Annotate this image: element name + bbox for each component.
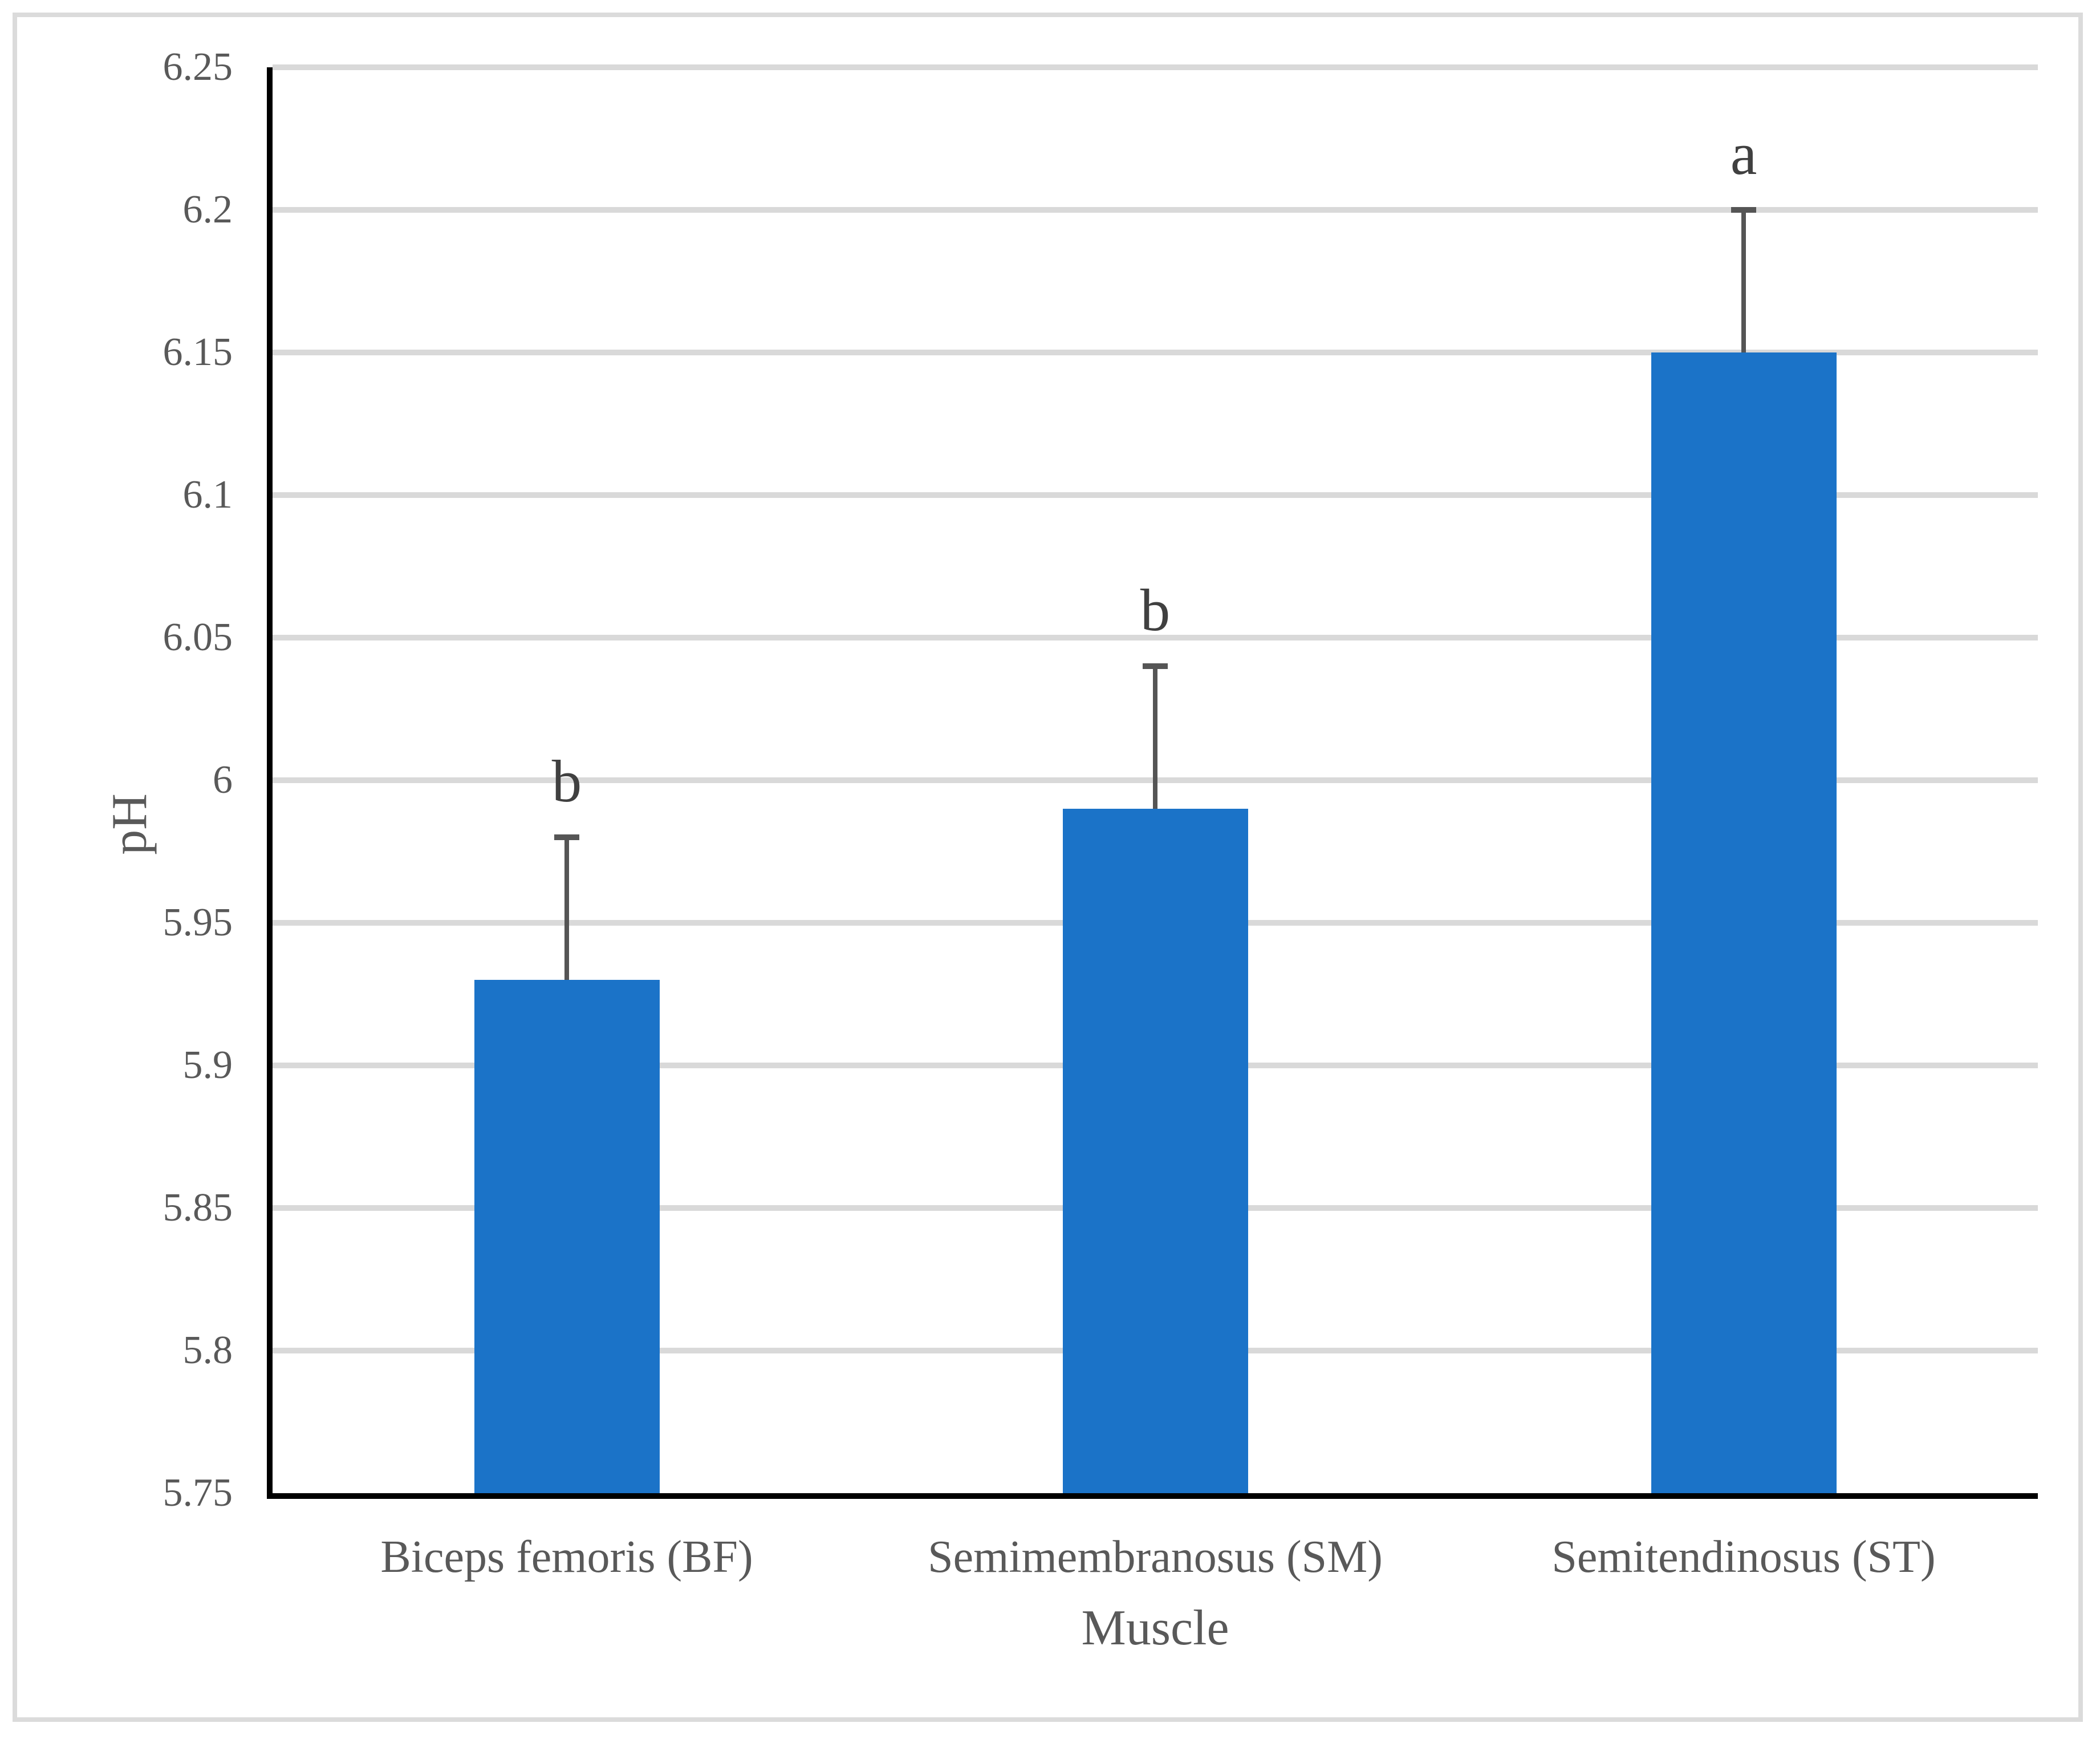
y-tick-label: 6	[213, 758, 233, 802]
bar-3	[1651, 352, 1837, 1493]
x-category-label: Semitendinosus (ST)	[1551, 1532, 1936, 1582]
y-tick-label: 5.75	[163, 1471, 233, 1515]
x-category-label: Semimembranosus (SM)	[928, 1532, 1383, 1582]
y-tick-label: 6.2	[182, 188, 233, 232]
error-bar-cap	[1143, 663, 1168, 669]
gridline	[273, 492, 2038, 498]
gridline	[273, 635, 2038, 641]
gridline	[273, 207, 2038, 213]
x-axis-line	[267, 1493, 2038, 1499]
y-tick-label: 5.95	[163, 901, 233, 945]
y-axis-line	[267, 67, 273, 1499]
gridline	[273, 350, 2038, 355]
bar-1	[474, 980, 660, 1493]
error-bar-whisker	[1153, 666, 1157, 809]
y-tick-label: 6.25	[163, 45, 233, 89]
gridline	[273, 64, 2038, 70]
error-bar-cap	[1731, 207, 1756, 213]
error-bar-whisker	[1741, 210, 1746, 352]
bar-2	[1062, 809, 1248, 1493]
y-tick-label: 6.1	[182, 473, 233, 517]
y-tick-label: 5.8	[182, 1328, 233, 1372]
error-bar-cap	[554, 834, 579, 840]
x-axis-title: Muscle	[1081, 1600, 1229, 1656]
y-tick-label: 6.05	[163, 615, 233, 659]
significance-letter: b	[551, 748, 582, 814]
significance-letter: a	[1730, 120, 1757, 187]
error-bar-whisker	[564, 837, 569, 980]
figure-border	[13, 13, 2083, 1722]
y-tick-label: 6.15	[163, 330, 233, 374]
significance-letter: b	[1140, 577, 1171, 643]
plot-area: b b a	[267, 64, 2038, 1499]
y-tick-label: 5.85	[163, 1186, 233, 1230]
y-tick-label: 5.9	[182, 1043, 233, 1087]
x-category-label: Biceps femoris (BF)	[380, 1532, 753, 1582]
